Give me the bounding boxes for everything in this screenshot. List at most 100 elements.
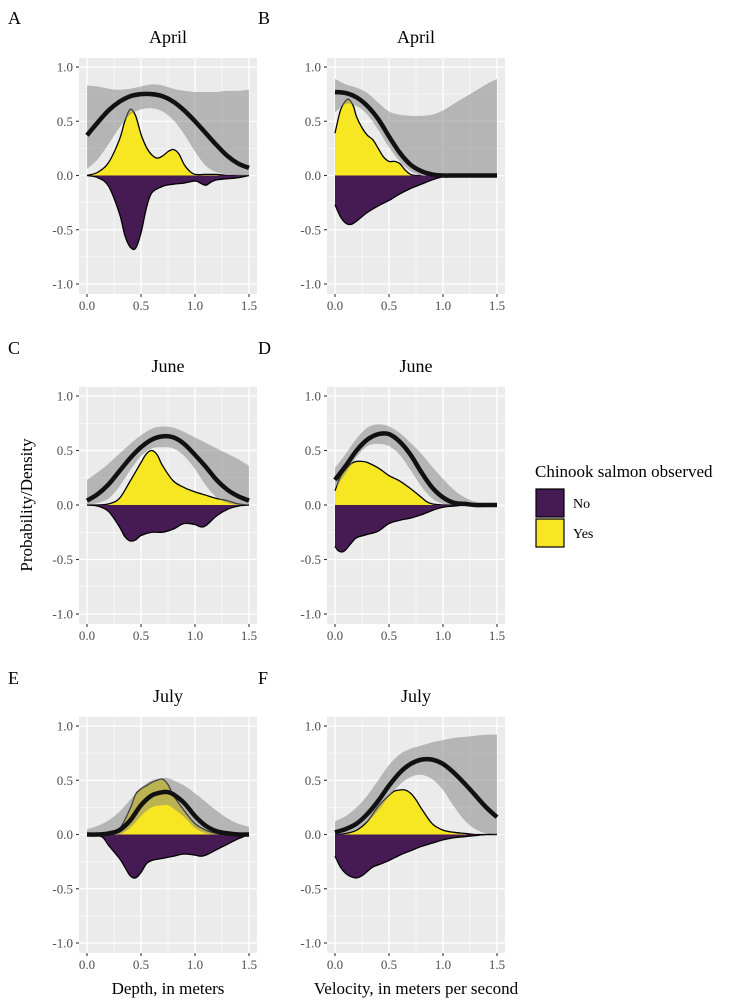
x-tick-label: 0.5 <box>133 957 149 972</box>
fitted-probability-line <box>85 91 250 171</box>
x-tick-label: 0.0 <box>327 957 343 972</box>
panel-d: D June 0.0 0.5 1.0 1.5 1.0 0.5 0.0 -0.5 -1.0 <box>258 338 505 643</box>
y-tick-label: -0.5 <box>52 222 73 237</box>
x-tick-label: 1.0 <box>435 628 451 643</box>
x-tick-label: 1.5 <box>241 957 257 972</box>
y-tick-label: 0.5 <box>305 114 321 129</box>
density-area-no <box>335 175 449 225</box>
y-tick-label: -1.0 <box>52 607 73 622</box>
y-tick-label: 1.0 <box>305 60 321 75</box>
y-tick-label: 1.0 <box>57 389 73 404</box>
y-tick-label: 0.0 <box>57 827 73 842</box>
x-tick-label: 1.5 <box>489 298 505 313</box>
x-tick-label: 0.5 <box>133 628 149 643</box>
confidence-ribbon <box>335 78 497 176</box>
x-tick-label: 1.5 <box>489 957 505 972</box>
panel-title: July <box>401 686 431 706</box>
x-tick-label: 1.0 <box>187 628 203 643</box>
density-outline-yes <box>86 108 249 177</box>
panel-tag: A <box>8 8 21 28</box>
density-outline-yes <box>86 449 250 506</box>
y-tick-label: -1.0 <box>52 936 73 951</box>
x-tick-label: 0.5 <box>381 298 397 313</box>
panel-f: F July 0.0 0.5 1.0 1.5 1.0 0.5 0.0 -0.5 -1.0 <box>258 668 505 972</box>
legend-title: Chinook salmon observed <box>535 462 713 481</box>
panel-title: June <box>152 356 185 376</box>
x-tick-label: 0.5 <box>133 298 149 313</box>
panel-b: B April 0.0 0.5 1.0 1.5 1.0 0.5 0.0 -0.5 -1.0 <box>258 8 505 313</box>
density-area-no <box>335 834 497 878</box>
density-outline-no <box>334 833 498 879</box>
density-area-yes <box>335 789 497 835</box>
x-tick-label: 1.0 <box>435 957 451 972</box>
density-outline-no <box>334 504 465 553</box>
y-tick-label: -1.0 <box>300 936 321 951</box>
panel-tag: C <box>8 338 20 358</box>
x-tick-label: 0.0 <box>79 628 95 643</box>
density-area-yes <box>87 109 249 176</box>
density-area-yes <box>87 450 249 506</box>
y-tick-label: 1.0 <box>57 719 73 734</box>
density-area-no <box>87 505 249 542</box>
x-tick-label: 0.5 <box>381 957 397 972</box>
density-outline-no <box>86 504 250 542</box>
legend-label-yes: Yes <box>573 527 593 542</box>
y-tick-label: 1.0 <box>305 389 321 404</box>
y-tick-label: -1.0 <box>300 277 321 292</box>
panel-e: E July 0.0 0.5 1.0 1.5 1.0 0.5 0.0 -0.5 -1.0 <box>8 668 257 972</box>
x-tick-label: 1.0 <box>435 298 451 313</box>
density-outline-no <box>86 174 250 251</box>
panel-title: April <box>149 27 187 47</box>
y-tick-label: -1.0 <box>52 277 73 292</box>
density-area-no <box>335 505 465 552</box>
y-tick-label: 0.5 <box>57 773 73 788</box>
panel-title: April <box>397 27 435 47</box>
y-tick-label: -0.5 <box>300 552 321 567</box>
panel-tag: D <box>258 338 271 358</box>
panel-c: C June 0.0 0.5 1.0 1.5 1.0 0.5 0.0 -0.5 -1.0 <box>8 338 257 643</box>
x-tick-label: 1.0 <box>187 957 203 972</box>
y-tick-label: 0.5 <box>305 443 321 458</box>
x-tick-label: 1.5 <box>489 628 505 643</box>
panel-tag: F <box>258 668 268 688</box>
x-tick-label: 0.0 <box>79 957 95 972</box>
y-tick-label: 0.0 <box>305 168 321 183</box>
y-tick-label: 0.5 <box>57 443 73 458</box>
fitted-probability-line <box>334 756 499 835</box>
density-outline-no <box>334 174 449 226</box>
y-tick-label: 0.5 <box>305 773 321 788</box>
legend: Chinook salmon observed No Yes <box>535 462 713 548</box>
x-axis-title-velocity: Velocity, in meters per second <box>314 979 519 998</box>
panel-tag: B <box>258 8 270 28</box>
fitted-probability-line <box>333 431 497 508</box>
y-tick-label: 0.5 <box>57 114 73 129</box>
density-area-no <box>87 834 249 879</box>
y-tick-label: 1.0 <box>57 60 73 75</box>
y-tick-label: -1.0 <box>300 607 321 622</box>
x-tick-label: 1.5 <box>241 298 257 313</box>
y-tick-label: 0.0 <box>305 498 321 513</box>
fitted-probability-line <box>86 789 250 837</box>
y-tick-label: 0.0 <box>305 827 321 842</box>
y-tick-label: -0.5 <box>52 881 73 896</box>
fitted-probability-line <box>85 433 250 503</box>
panels: A April 0.0 0.5 1.0 1.5 1.0 0.5 0.0 -0.5 -1.0 B Apri… <box>8 8 505 972</box>
panel-a: A April 0.0 0.5 1.0 1.5 1.0 0.5 0.0 -0.5 -1.0 <box>8 8 257 313</box>
y-tick-label: -0.5 <box>300 881 321 896</box>
legend-label-no: No <box>573 497 590 512</box>
y-tick-label: 0.0 <box>57 498 73 513</box>
legend-swatch-yes <box>535 518 565 548</box>
x-tick-label: 0.0 <box>327 628 343 643</box>
panel-tag: E <box>8 668 19 688</box>
confidence-ribbon <box>335 734 497 835</box>
legend-swatch-no <box>535 488 565 518</box>
y-tick-label: 0.0 <box>57 168 73 183</box>
x-tick-label: 0.0 <box>327 298 343 313</box>
panel-title: June <box>400 356 433 376</box>
x-tick-label: 1.0 <box>187 298 203 313</box>
y-axis-title: Probability/Density <box>17 438 36 572</box>
confidence-ribbon <box>87 84 249 176</box>
x-tick-label: 0.5 <box>381 628 397 643</box>
fitted-probability-line <box>334 89 497 178</box>
